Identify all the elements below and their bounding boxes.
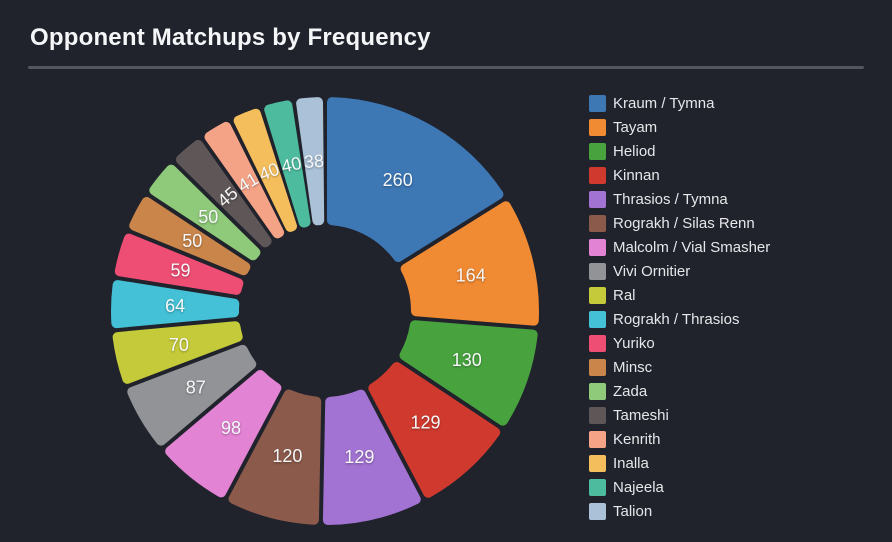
segment-value-label: 129 bbox=[410, 412, 440, 432]
legend-item-tayam[interactable]: Tayam bbox=[589, 115, 879, 139]
legend-item-rograkh-thrasios[interactable]: Rograkh / Thrasios bbox=[589, 307, 879, 331]
segment-value-label: 59 bbox=[170, 261, 190, 281]
chart-legend: Kraum / Tymna Tayam Heliod Kinnan Thrasios /… bbox=[589, 91, 879, 523]
legend-label: Tameshi bbox=[613, 406, 669, 424]
segment-value-label: 40 bbox=[279, 153, 303, 177]
legend-label: Malcolm / Vial Smasher bbox=[613, 238, 771, 256]
legend-swatch bbox=[589, 190, 606, 208]
donut-segment-rograkh-silas-renn[interactable] bbox=[228, 389, 322, 525]
legend-label: Ral bbox=[613, 286, 636, 304]
legend-item-rograkh-silas-renn[interactable]: Rograkh / Silas Renn bbox=[589, 211, 879, 235]
legend-swatch bbox=[589, 358, 606, 376]
legend-label: Kenrith bbox=[613, 430, 661, 448]
legend-label: Rograkh / Silas Renn bbox=[613, 214, 755, 232]
legend-swatch bbox=[589, 310, 606, 328]
legend-label: Rograkh / Thrasios bbox=[613, 310, 740, 328]
legend-item-kinnan[interactable]: Kinnan bbox=[589, 163, 879, 187]
donut-segment-kinnan[interactable] bbox=[368, 362, 501, 498]
donut-segment-vivi-ornitier[interactable] bbox=[127, 344, 257, 446]
legend-swatch bbox=[589, 478, 606, 496]
legend-swatch bbox=[589, 502, 606, 520]
donut-segment-tayam[interactable] bbox=[400, 201, 539, 326]
donut-segment-rograkh-thrasios[interactable] bbox=[111, 280, 240, 329]
legend-label: Talion bbox=[613, 502, 653, 520]
legend-swatch bbox=[589, 286, 606, 304]
legend-swatch bbox=[589, 430, 606, 448]
legend-item-zada[interactable]: Zada bbox=[589, 379, 879, 403]
legend-item-ral[interactable]: Ral bbox=[589, 283, 879, 307]
legend-swatch bbox=[589, 94, 606, 112]
legend-swatch bbox=[589, 406, 606, 424]
legend-item-minsc[interactable]: Minsc bbox=[589, 355, 879, 379]
donut-segment-malcolm-vial-smasher[interactable] bbox=[165, 369, 282, 498]
donut-segment-ral[interactable] bbox=[112, 321, 243, 384]
legend-item-malcolm-vial-smasher[interactable]: Malcolm / Vial Smasher bbox=[589, 235, 879, 259]
legend-item-kenrith[interactable]: Kenrith bbox=[589, 427, 879, 451]
legend-swatch bbox=[589, 382, 606, 400]
legend-label: Tayam bbox=[613, 118, 658, 136]
donut-segment-yuriko[interactable] bbox=[114, 233, 244, 295]
legend-item-najeela[interactable]: Najeela bbox=[589, 475, 879, 499]
segment-value-label: 50 bbox=[198, 207, 218, 227]
legend-swatch bbox=[589, 214, 606, 232]
donut-segment-thrasios-tymna[interactable] bbox=[322, 389, 421, 525]
legend-swatch bbox=[589, 454, 606, 472]
donut-segment-kraum-tymna[interactable] bbox=[326, 97, 504, 262]
legend-item-talion[interactable]: Talion bbox=[589, 499, 879, 523]
donut-segment-zada[interactable] bbox=[149, 164, 261, 261]
legend-label: Heliod bbox=[613, 142, 656, 160]
legend-swatch bbox=[589, 334, 606, 352]
segment-value-label: 164 bbox=[456, 265, 486, 285]
segment-value-label: 98 bbox=[221, 418, 241, 438]
legend-label: Najeela bbox=[613, 478, 664, 496]
segment-value-label: 70 bbox=[169, 335, 189, 355]
legend-label: Vivi Ornitier bbox=[613, 262, 691, 280]
legend-item-thrasios-tymna[interactable]: Thrasios / Tymna bbox=[589, 187, 879, 211]
legend-item-vivi-ornitier[interactable]: Vivi Ornitier bbox=[589, 259, 879, 283]
donut-segment-tameshi[interactable] bbox=[175, 139, 272, 248]
legend-item-heliod[interactable]: Heliod bbox=[589, 139, 879, 163]
segment-value-label: 260 bbox=[383, 170, 413, 190]
chart-title: Opponent Matchups by Frequency bbox=[30, 24, 431, 51]
segment-value-label: 130 bbox=[452, 350, 482, 370]
legend-item-yuriko[interactable]: Yuriko bbox=[589, 331, 879, 355]
legend-item-kraum-tymna[interactable]: Kraum / Tymna bbox=[589, 91, 879, 115]
legend-swatch bbox=[589, 166, 606, 184]
legend-item-inalla[interactable]: Inalla bbox=[589, 451, 879, 475]
frequency-donut-chart: 2601641301291291209887706459505045414040… bbox=[111, 97, 539, 525]
legend-label: Minsc bbox=[613, 358, 653, 376]
legend-item-tameshi[interactable]: Tameshi bbox=[589, 403, 879, 427]
title-divider bbox=[28, 66, 864, 69]
donut-segment-inalla[interactable] bbox=[233, 108, 297, 232]
segment-value-label: 120 bbox=[272, 446, 302, 466]
segment-value-label: 38 bbox=[303, 151, 324, 172]
segment-value-label: 87 bbox=[186, 377, 206, 397]
donut-segment-heliod[interactable] bbox=[399, 320, 538, 426]
legend-swatch bbox=[589, 118, 606, 136]
legend-swatch bbox=[589, 262, 606, 280]
legend-swatch bbox=[589, 238, 606, 256]
legend-label: Thrasios / Tymna bbox=[613, 190, 728, 208]
legend-label: Inalla bbox=[613, 454, 649, 472]
legend-label: Kinnan bbox=[613, 166, 660, 184]
donut-segment-najeela[interactable] bbox=[264, 100, 311, 228]
legend-swatch bbox=[589, 142, 606, 160]
donut-segment-kenrith[interactable] bbox=[204, 121, 285, 239]
legend-label: Yuriko bbox=[613, 334, 655, 352]
donut-segment-talion[interactable] bbox=[296, 97, 325, 226]
donut-segment-minsc[interactable] bbox=[129, 197, 251, 276]
legend-label: Zada bbox=[613, 382, 648, 400]
segment-value-label: 64 bbox=[165, 296, 185, 316]
legend-label: Kraum / Tymna bbox=[613, 94, 715, 112]
segment-value-label: 129 bbox=[344, 447, 374, 467]
segment-value-label: 50 bbox=[182, 231, 202, 251]
